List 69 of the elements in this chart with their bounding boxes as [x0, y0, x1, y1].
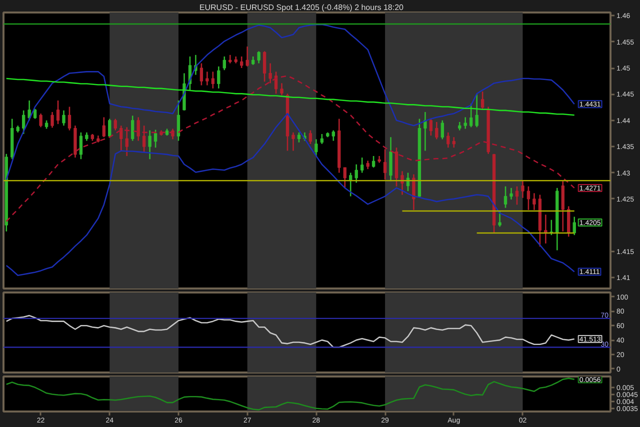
- candlestick: [171, 128, 174, 140]
- candlestick: [412, 174, 416, 211]
- candlestick: [130, 115, 134, 142]
- candlestick: [79, 132, 83, 160]
- candlestick: [240, 56, 244, 69]
- candlestick: [464, 116, 467, 130]
- candlestick: [22, 110, 26, 135]
- candlestick: [211, 71, 214, 90]
- chart-title: EURUSD - EURUSD Spot 1.4205 (-0.48%) 2 hours 18:20: [199, 3, 404, 12]
- candlestick: [435, 121, 438, 140]
- candlestick: [176, 100, 180, 142]
- line-series: [6, 378, 576, 410]
- candlestick: [383, 148, 387, 180]
- candlestick: [498, 210, 502, 228]
- line-series: [6, 314, 576, 348]
- candlestick: [39, 112, 42, 128]
- candlestick: [343, 166, 346, 189]
- candlestick: [56, 100, 60, 125]
- candlestick: [280, 82, 284, 96]
- candlestick: [400, 170, 404, 196]
- candlestick: [504, 186, 508, 208]
- candlestick: [521, 180, 524, 199]
- candlestick: [510, 187, 513, 200]
- candlestick: [532, 192, 536, 211]
- line-series: [6, 112, 576, 276]
- candlestick: [320, 133, 324, 145]
- candlestick: [108, 118, 112, 138]
- candlestick: [452, 136, 456, 148]
- candlestick: [292, 132, 295, 152]
- candlestick: [50, 111, 54, 128]
- candlestick: [354, 164, 358, 184]
- candlestick: [297, 132, 301, 144]
- candlestick: [314, 138, 318, 157]
- candlestick: [114, 118, 117, 131]
- candlestick: [480, 90, 484, 110]
- candlestick: [136, 116, 140, 142]
- candlestick: [142, 124, 146, 153]
- candlestick: [33, 108, 37, 120]
- candlestick: [308, 130, 312, 145]
- candlestick: [222, 56, 226, 71]
- candlestick: [148, 130, 152, 160]
- candlestick: [561, 180, 564, 232]
- candlestick: [446, 132, 450, 148]
- candlestick: [257, 50, 260, 64]
- candlestick: [389, 136, 392, 182]
- candlestick: [102, 116, 106, 138]
- candlestick: [429, 118, 433, 136]
- candlestick: [572, 216, 576, 236]
- candlestick: [68, 106, 72, 131]
- candlestick: [440, 120, 444, 140]
- candlestick: [206, 71, 209, 86]
- line-series: [6, 24, 576, 180]
- candlestick: [526, 186, 530, 211]
- candlestick: [217, 66, 220, 90]
- candlestick: [469, 102, 473, 128]
- candlestick: [515, 186, 519, 206]
- candlestick: [372, 155, 376, 168]
- candlestick: [154, 129, 158, 148]
- candlestick: [28, 100, 31, 122]
- candlestick: [62, 110, 66, 126]
- candlestick: [475, 93, 478, 128]
- candlestick: [332, 130, 335, 142]
- candlestick: [262, 50, 266, 82]
- line-series: [6, 78, 576, 116]
- candlestick: [125, 126, 128, 157]
- candlestick: [246, 46, 249, 68]
- candlestick: [200, 62, 204, 86]
- candlestick: [424, 111, 427, 152]
- candlestick: [360, 156, 364, 174]
